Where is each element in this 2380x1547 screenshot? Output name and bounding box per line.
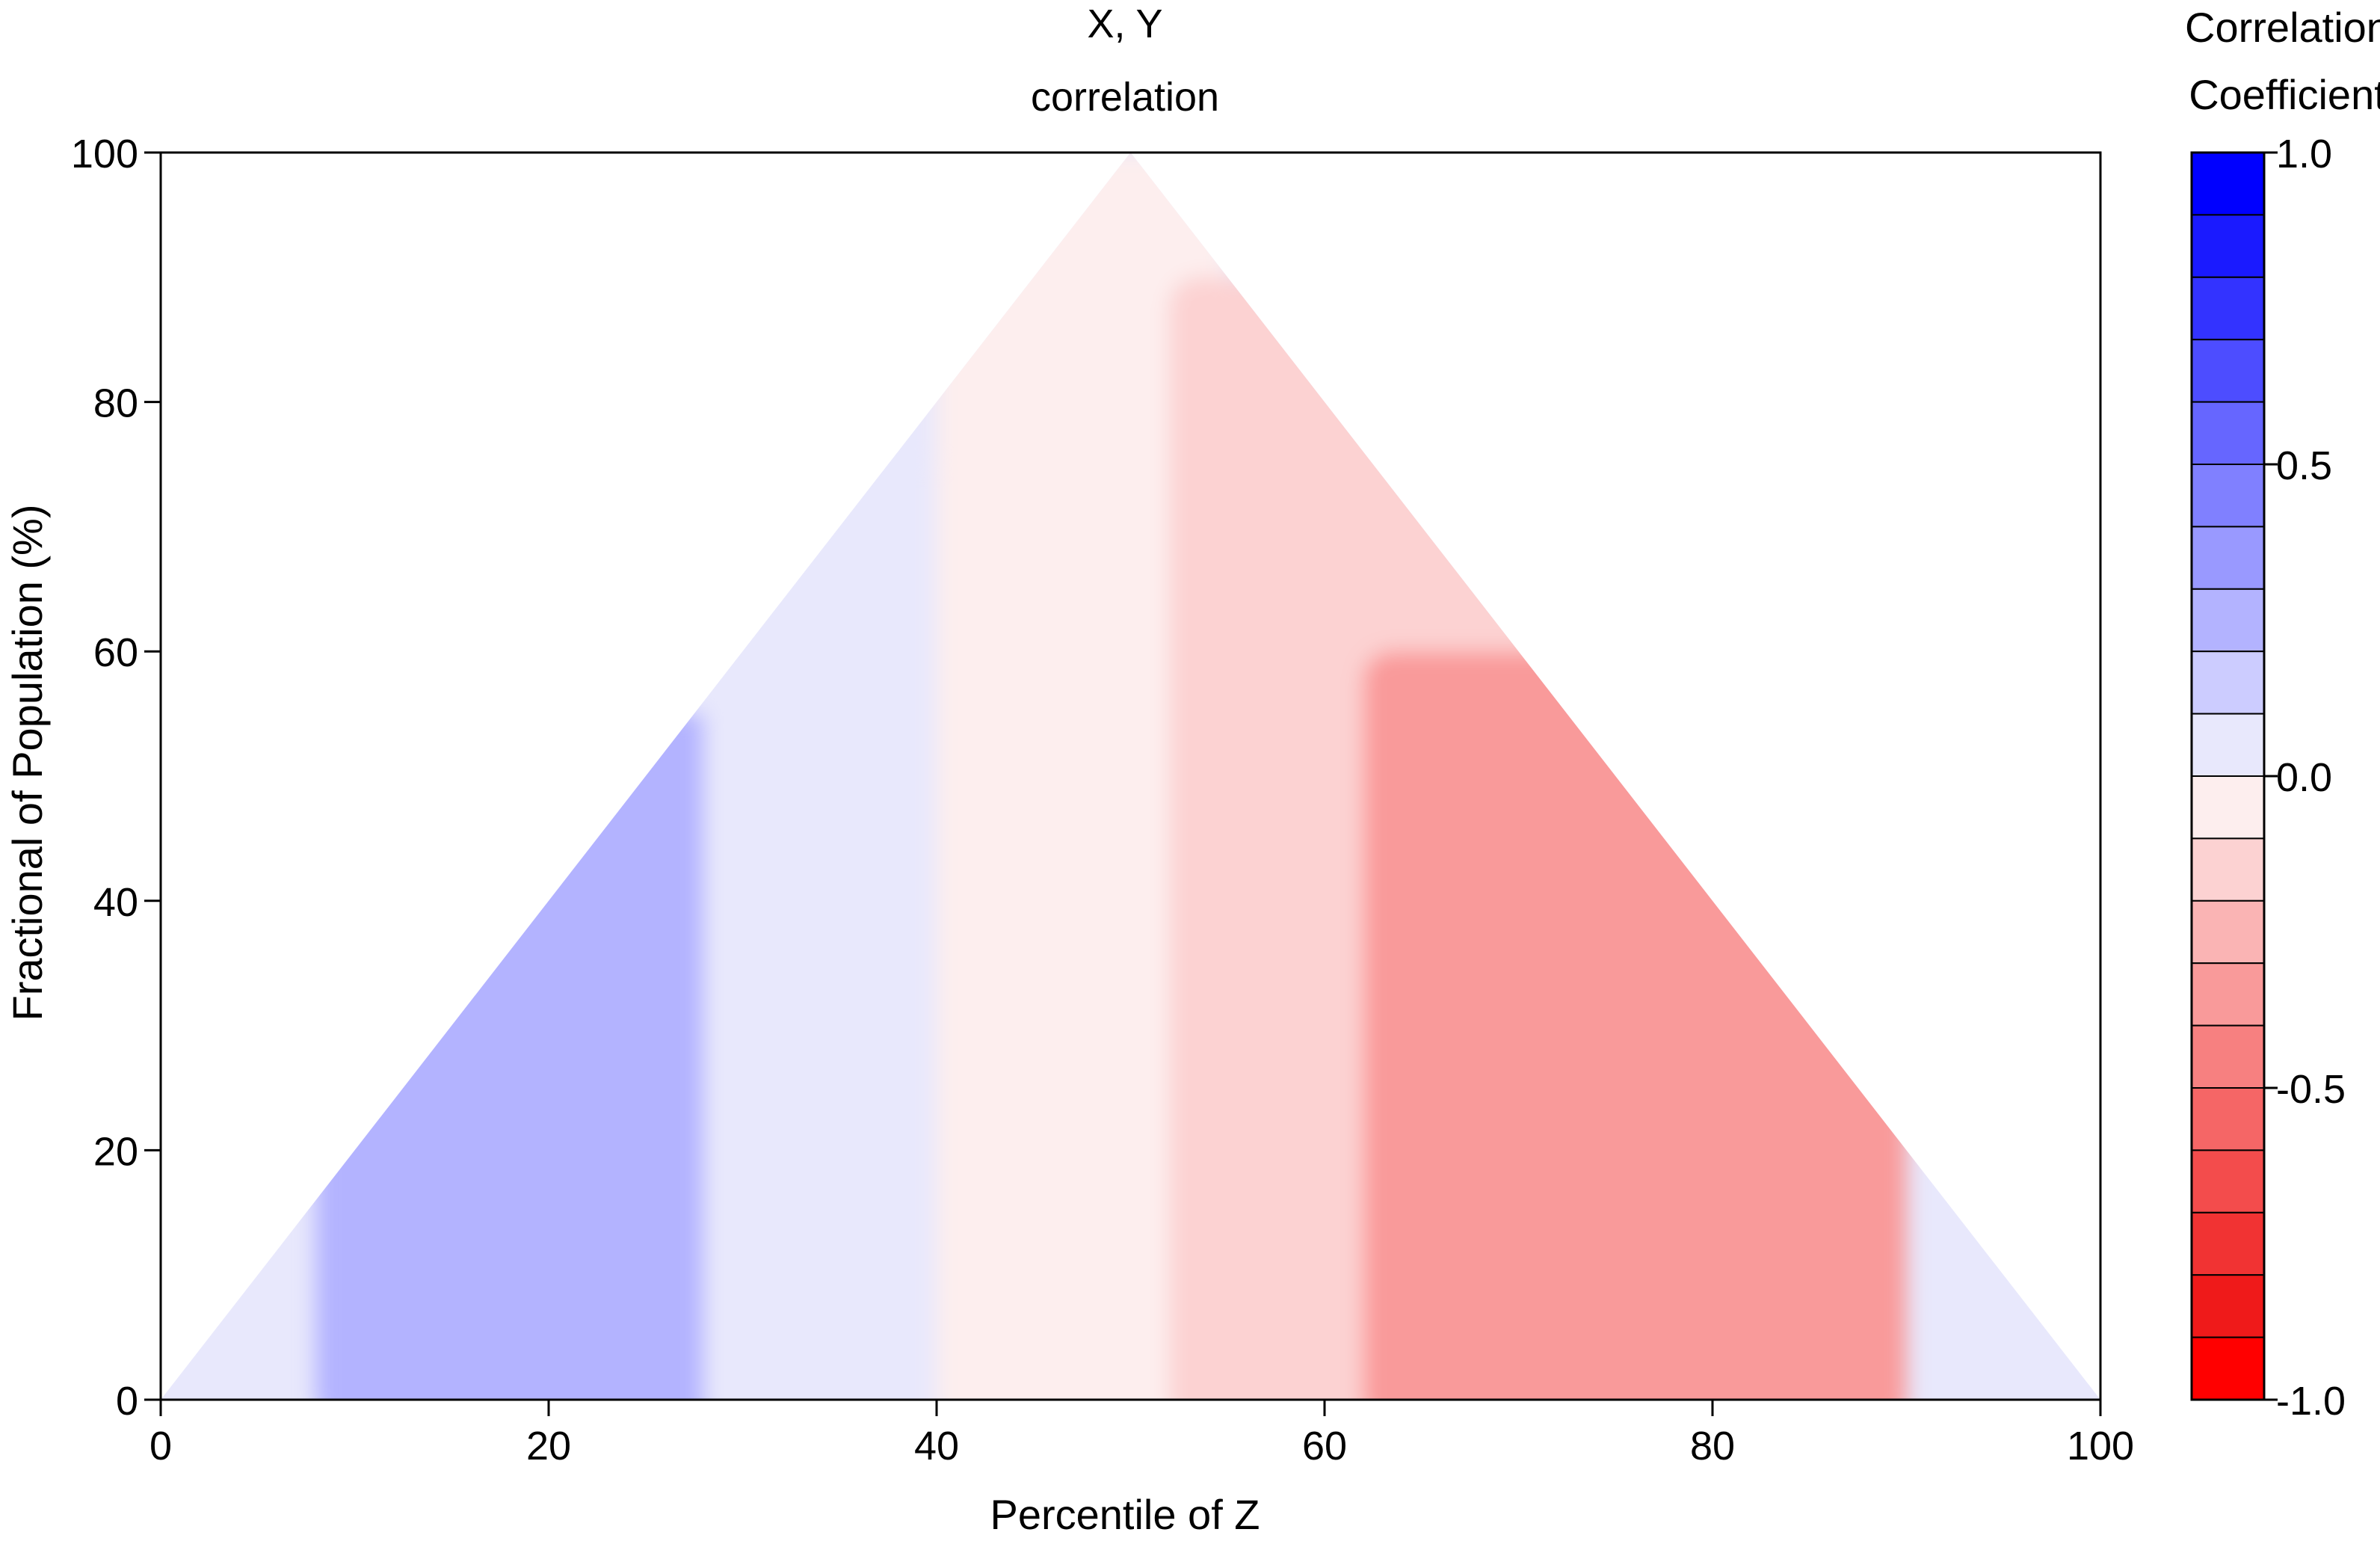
colorbar-segment xyxy=(2191,1336,2265,1400)
y-tick-label-80: 80 xyxy=(93,381,138,426)
colorbar-segment xyxy=(2191,401,2265,465)
colorbar-segment xyxy=(2191,651,2265,715)
x-tick-label-20: 20 xyxy=(526,1424,571,1468)
colorbar-segment xyxy=(2191,588,2265,653)
colorbar-title-line2: Coefficient xyxy=(2189,71,2380,118)
colorbar-segment xyxy=(2191,962,2265,1027)
colorbar-tick-label: 1.0 xyxy=(2276,132,2332,176)
colorbar-segment xyxy=(2191,713,2265,777)
colorbar-segment xyxy=(2191,1024,2265,1089)
y-axis-label: Fractional of Population (%) xyxy=(4,504,51,1021)
y-tick-label-0: 0 xyxy=(116,1379,138,1424)
colorbar-segment xyxy=(2191,899,2265,965)
colorbar-tick-label: 0.5 xyxy=(2276,443,2332,488)
colorbar-segment xyxy=(2191,152,2265,216)
colorbar-segment xyxy=(2191,526,2265,590)
y-tick-label-100: 100 xyxy=(71,132,138,176)
y-axis: 0 20 40 60 80 100 xyxy=(71,132,161,1424)
chart-title-line1: X, Y xyxy=(1087,1,1162,46)
colorbar-segment xyxy=(2191,464,2265,528)
colorbar-segment xyxy=(2191,1149,2265,1214)
x-tick-label-100: 100 xyxy=(2067,1424,2134,1468)
x-axis-label: Percentile of Z xyxy=(990,1491,1260,1538)
heatmap-region-stronger-negative-bottom-right xyxy=(1635,1150,1907,1400)
heatmap-area xyxy=(161,153,2100,1400)
colorbar-segment xyxy=(2191,775,2265,840)
y-tick-label-40: 40 xyxy=(93,880,138,925)
x-tick-label-0: 0 xyxy=(149,1424,172,1468)
colorbar-tick-label: -1.0 xyxy=(2276,1379,2346,1424)
colorbar-segment xyxy=(2191,1211,2265,1276)
colorbar: 1.0 0.5 0.0 -0.5 -1.0 xyxy=(2190,132,2346,1424)
colorbar-tick-label: 0.0 xyxy=(2276,755,2332,800)
colorbar-tick-label: -0.5 xyxy=(2276,1067,2346,1112)
colorbar-title-line1: Correlation xyxy=(2185,4,2380,51)
colorbar-segment xyxy=(2191,1087,2265,1151)
colorbar-segment xyxy=(2191,837,2265,902)
heatmap-region-near-zero-center xyxy=(937,153,1228,1400)
chart-title-line2: correlation xyxy=(1031,75,1219,120)
x-tick-label-40: 40 xyxy=(914,1424,959,1468)
plot-frame xyxy=(159,151,2102,1401)
x-tick-label-80: 80 xyxy=(1690,1424,1735,1468)
colorbar-segment xyxy=(2191,214,2265,278)
y-tick-label-60: 60 xyxy=(93,630,138,675)
colorbar-segment xyxy=(2191,1274,2265,1338)
x-tick-label-60: 60 xyxy=(1302,1424,1347,1468)
y-tick-label-20: 20 xyxy=(93,1129,138,1174)
colorbar-segment xyxy=(2191,276,2265,341)
x-axis: 0 20 40 60 80 100 xyxy=(149,1400,2134,1468)
colorbar-segment xyxy=(2191,339,2265,403)
